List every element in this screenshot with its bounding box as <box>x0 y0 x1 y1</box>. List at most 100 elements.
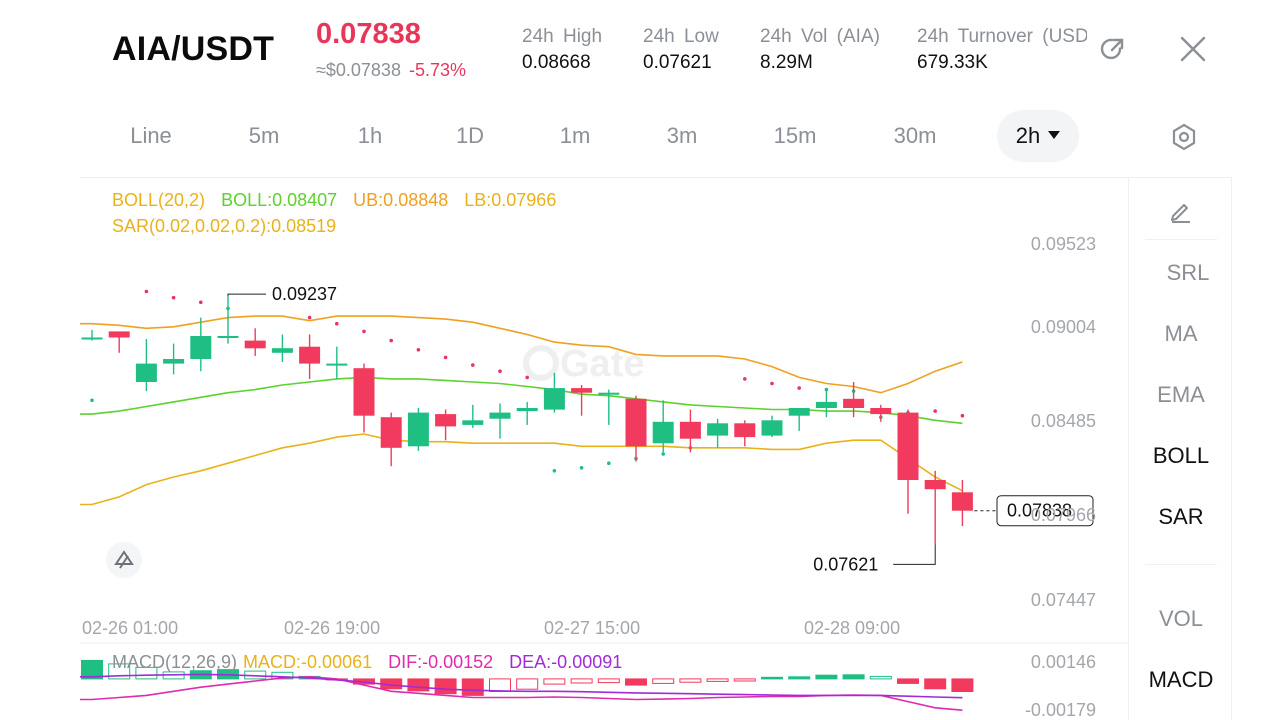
tab-30m[interactable]: 30m <box>893 123 937 148</box>
macd-bar <box>625 678 647 686</box>
sar-dot <box>199 300 203 305</box>
tab-5m[interactable]: 5m <box>248 123 280 148</box>
y-tick: 0.07447 <box>1030 590 1096 610</box>
candle-body <box>598 392 620 395</box>
sar-dot <box>307 315 312 320</box>
macd-bar <box>81 659 103 680</box>
stat-label: 24h High <box>522 26 603 47</box>
boll-legend: BOLL(20,2) BOLL:0.08407 UB:0.08848 LB:0.079… <box>112 190 572 211</box>
boll-ub-value: UB:0.08848 <box>353 190 449 210</box>
candlestick-chart[interactable]: Gate 0.09237 0.07621 0.07838 <box>80 178 1128 720</box>
sidebar-item-macd[interactable]: MACD <box>1148 667 1214 692</box>
x-tick: 02-28 09:00 <box>804 618 901 638</box>
low-annotation: 0.07621 <box>813 554 878 574</box>
candle-body <box>163 359 185 364</box>
candle-body <box>462 420 484 425</box>
fiat-price: ≈$0.07838 <box>316 60 401 80</box>
draw-pencil-icon[interactable] <box>1167 196 1195 224</box>
candle-body <box>897 412 919 480</box>
tab-1d[interactable]: 1D <box>455 123 485 148</box>
candle-body <box>788 408 810 416</box>
sidebar-item-boll[interactable]: BOLL <box>1152 443 1210 468</box>
sidebar-divider <box>1145 239 1217 240</box>
boll-upper-line <box>80 315 963 394</box>
sar-dot <box>661 452 665 456</box>
sar-dot <box>607 461 611 466</box>
sar-legend: SAR(0.02,0.02,0.2):0.08519 <box>112 216 337 236</box>
settings-icon[interactable] <box>1170 122 1198 152</box>
candle-body <box>625 398 647 447</box>
candle-body <box>734 423 756 438</box>
tab-line[interactable]: Line <box>130 123 172 148</box>
sidebar-item-vol[interactable]: VOL <box>1158 606 1204 631</box>
sidebar-item-srl[interactable]: SRL <box>1166 260 1210 285</box>
macd-bar <box>543 678 566 685</box>
tab-15m[interactable]: 15m <box>773 123 817 148</box>
macd-bar <box>815 674 838 680</box>
sar-dot <box>471 363 475 367</box>
macd-bar <box>788 676 811 680</box>
boll-lower-line <box>80 433 963 506</box>
candle-body <box>815 401 837 408</box>
macd-bar <box>761 676 783 680</box>
macd-y-tick: -0.00179 <box>1024 700 1096 720</box>
stat-label: 24h Turnover (USDT) <box>917 26 1087 47</box>
candle-body <box>108 331 130 338</box>
tab-3m[interactable]: 3m <box>666 123 698 148</box>
candle-body <box>299 346 321 364</box>
candle-body <box>516 408 538 412</box>
stat-value: 679.33K <box>917 52 988 73</box>
sidebar-item-ema[interactable]: EMA <box>1157 382 1205 407</box>
y-tick: 0.08485 <box>1030 411 1096 431</box>
share-icon[interactable] <box>1097 34 1127 64</box>
low-marker-line <box>893 544 936 565</box>
tab-1h[interactable]: 1h <box>357 123 383 148</box>
candle-body <box>217 336 239 338</box>
sidebar-item-sar[interactable]: SAR <box>1158 504 1204 529</box>
sar-dot <box>933 409 937 413</box>
stat-value: 8.29M <box>760 52 813 73</box>
macd-bar <box>869 675 892 680</box>
candles <box>81 296 973 545</box>
candle-body <box>571 388 593 393</box>
macd-y-tick: 0.00146 <box>1030 652 1096 672</box>
macd-bar <box>516 678 539 690</box>
sar-dot <box>416 348 421 352</box>
candle-body <box>271 348 293 353</box>
tab-1m[interactable]: 1m <box>559 123 591 148</box>
macd-bar <box>897 678 919 684</box>
sar-dot <box>389 338 394 343</box>
timeframe-tabs: Line 5m 1h 1D 1m 3m 15m 30m 2h <box>80 110 1230 162</box>
candle-body <box>326 363 348 366</box>
macd-bar <box>679 678 702 683</box>
macd-bar <box>434 678 457 695</box>
sar-dot <box>498 369 502 373</box>
candle-body <box>761 420 783 436</box>
dif-value: DIF:-0.00152 <box>388 652 494 672</box>
macd-bar <box>842 674 865 680</box>
stat-24h-turnover: 24h Turnover (USDT) 679.33K <box>917 26 1087 74</box>
sidebar-item-ma[interactable]: MA <box>1164 321 1198 346</box>
candle-body <box>244 340 266 349</box>
chart-mode-icon[interactable] <box>106 542 142 578</box>
macd-bar <box>489 678 511 692</box>
last-price-label: 0.07838 <box>1007 501 1072 521</box>
candle-body <box>924 480 946 490</box>
macd-bar <box>597 678 620 684</box>
indicator-sidebar: SRL MA EMA BOLL SAR VOL MACD <box>1128 178 1232 720</box>
candle-body <box>870 408 892 415</box>
candle-body <box>652 421 674 444</box>
sidebar-divider <box>1145 564 1217 565</box>
dea-line <box>80 673 963 699</box>
chart-area[interactable]: Gate 0.09237 0.07621 0.07838 BOLL(20,2) BOL… <box>80 178 1128 720</box>
pair-title: AIA/USDT <box>112 30 275 68</box>
divider <box>80 177 1232 178</box>
candle-body <box>679 421 701 439</box>
price-sub: ≈$0.07838 -5.73% <box>316 60 466 81</box>
macd-bar <box>733 678 756 682</box>
stat-24h-vol: 24h Vol (AIA) 8.29M <box>760 26 880 74</box>
tab-2h[interactable]: 2h <box>997 110 1079 162</box>
close-icon[interactable] <box>1178 34 1208 64</box>
sar-dots <box>90 289 965 473</box>
tab-2h-label: 2h <box>1015 123 1041 148</box>
